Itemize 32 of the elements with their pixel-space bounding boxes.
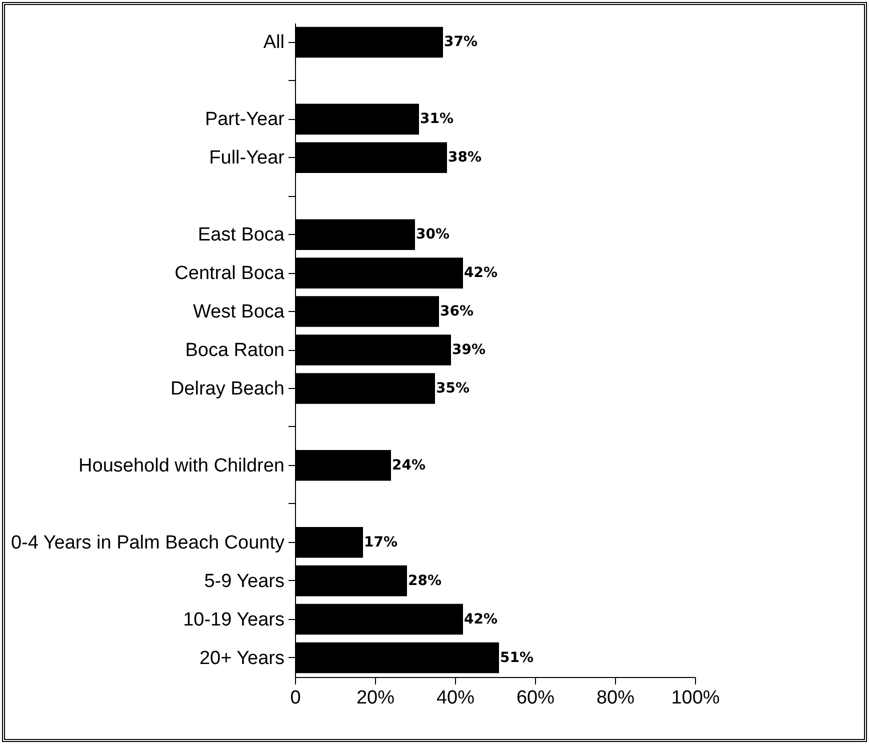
data-label: 24% [392,457,426,474]
data-label: 37% [444,34,478,50]
x-tick-label: 20% [356,688,395,708]
data-label: 51% [500,650,534,666]
data-label: 42% [464,611,498,628]
x-tick-label: 80% [596,688,635,708]
data-label: 17% [364,534,398,550]
data-label: 30% [416,226,450,243]
y-tick-label: Full-Year [209,148,286,169]
data-label: 38% [448,150,482,166]
y-tick-label: 0-4 Years in Palm Beach County [10,532,285,554]
x-tick-label: 40% [436,688,475,708]
y-tick-label: 5-9 Years [204,570,284,592]
y-tick-label: Part-Year [204,109,286,130]
y-tick-label: 10-19 Years [183,609,284,630]
y-tick-label: 20+ Years [199,648,284,669]
y-tick-label: Boca Raton [185,340,284,361]
x-tick-label: 0 [290,688,301,708]
data-label: 39% [452,342,486,358]
data-label: 42% [464,265,498,282]
data-label: 28% [408,572,442,589]
data-label: 35% [436,380,470,396]
y-tick-label: Delray Beach [170,378,284,400]
x-tick-label: 100% [671,688,720,708]
y-tick-label: West Boca [192,302,285,323]
y-tick-label: Household with Children [78,455,284,476]
data-label: 36% [440,304,474,320]
x-tick-label: 60% [516,688,555,708]
y-tick-label: Central Boca [174,263,285,284]
y-tick-label: East Boca [198,224,285,246]
data-label: 31% [420,111,454,128]
y-tick-label: All [263,32,284,54]
